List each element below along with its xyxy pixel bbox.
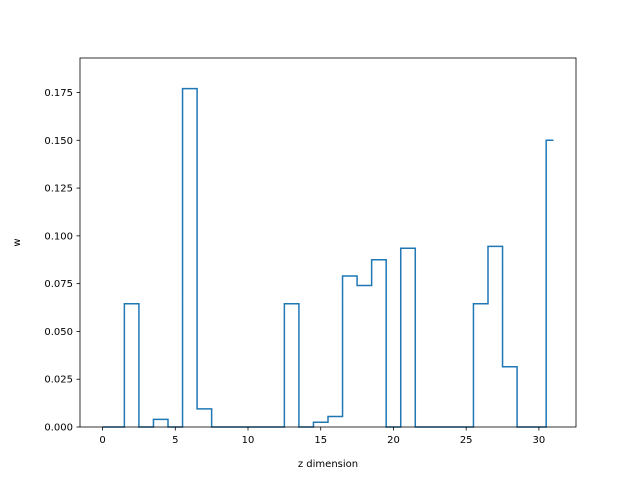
x-axis-ticks: 0 5 10 15 20 25 30: [99, 427, 545, 446]
x-tick-label: 5: [172, 435, 178, 446]
y-tick-label: 0.100: [44, 231, 73, 242]
plot-frame: [79, 57, 577, 428]
x-tick-label: 25: [460, 435, 473, 446]
y-tick-label: 0.175: [44, 88, 73, 99]
x-tick-label: 10: [242, 435, 255, 446]
y-axis-label: w: [12, 238, 23, 246]
x-tick-label: 0: [99, 435, 105, 446]
x-tick-label: 15: [314, 435, 327, 446]
y-tick-label: 0.125: [44, 184, 73, 195]
y-tick-label: 0.050: [44, 327, 73, 338]
x-tick-label: 20: [387, 435, 400, 446]
plot-area: [80, 58, 576, 427]
x-axis-label: z dimension: [298, 459, 358, 470]
y-tick-label: 0.075: [44, 279, 73, 290]
x-tick-label: 30: [533, 435, 546, 446]
y-tick-label: 0.025: [44, 375, 73, 386]
y-tick-label: 0.000: [44, 423, 73, 434]
y-axis-ticks: 0.000 0.025 0.050 0.075 0.100 0.125 0.150 0.175: [44, 88, 80, 434]
y-tick-label: 0.150: [44, 136, 73, 147]
